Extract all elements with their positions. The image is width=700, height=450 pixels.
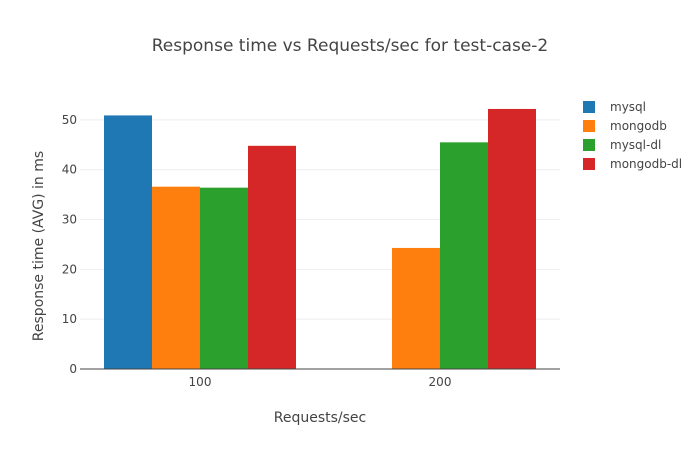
y-tick-label: 10: [62, 312, 77, 326]
y-tick-label: 40: [62, 163, 77, 177]
legend-swatch: [583, 120, 595, 132]
bar-mysql-dl-100[interactable]: [200, 187, 248, 369]
bar-mysql-100[interactable]: [104, 115, 152, 370]
bar-mongodb-dl-200[interactable]: [488, 108, 536, 369]
bar-mysql-dl-200[interactable]: [440, 142, 488, 369]
legend[interactable]: mysql mongodb mysql-dl mongodb-dl: [583, 100, 682, 171]
y-tick-label: 30: [62, 213, 77, 227]
y-tick-label: 50: [62, 113, 77, 127]
legend-item-mongodb-dl[interactable]: mongodb-dl: [583, 157, 682, 171]
bars: [104, 108, 536, 370]
legend-swatch: [583, 139, 595, 151]
x-axis-title: Requests/sec: [274, 410, 366, 426]
legend-item-mongodb[interactable]: mongodb: [583, 119, 667, 133]
y-tick-label: 0: [69, 362, 77, 376]
bar-mongodb-200[interactable]: [392, 247, 440, 369]
y-axis-title: Response time (AVG) in ms: [31, 151, 47, 341]
legend-label: mongodb: [610, 119, 667, 133]
legend-label: mysql-dl: [610, 138, 661, 152]
legend-item-mysql-dl[interactable]: mysql-dl: [583, 138, 661, 152]
legend-swatch: [583, 158, 595, 170]
bar-mongodb-dl-100[interactable]: [248, 145, 296, 369]
bar-mongodb-100[interactable]: [152, 186, 200, 369]
chart-title: Response time vs Requests/sec for test-c…: [152, 36, 548, 56]
x-axis-ticks: 100 200: [189, 375, 452, 389]
legend-item-mysql[interactable]: mysql: [583, 100, 646, 114]
x-tick-label: 100: [189, 375, 212, 389]
legend-swatch: [583, 101, 595, 113]
y-axis-ticks: 0 10 20 30 40 50: [62, 113, 77, 376]
legend-label: mysql: [610, 100, 646, 114]
legend-label: mongodb-dl: [610, 157, 682, 171]
x-tick-label: 200: [429, 375, 452, 389]
y-tick-label: 20: [62, 262, 77, 276]
